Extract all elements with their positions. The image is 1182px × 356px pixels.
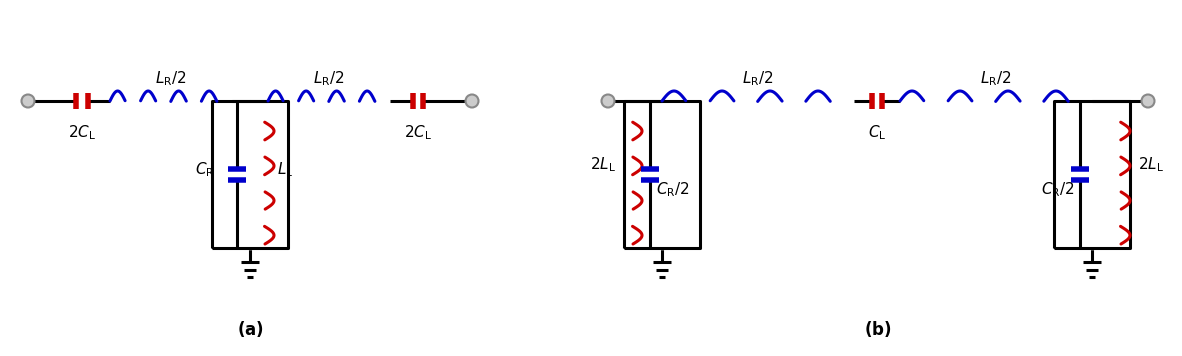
Text: $L_{\rm R}/2$: $L_{\rm R}/2$ — [313, 69, 345, 88]
Text: $2C_{\rm L}$: $2C_{\rm L}$ — [404, 123, 433, 142]
Text: $2L_{\rm L}$: $2L_{\rm L}$ — [1138, 155, 1164, 174]
Circle shape — [21, 94, 34, 108]
Text: $C_{\rm R}/2$: $C_{\rm R}/2$ — [1040, 180, 1074, 199]
Text: $L_{\rm R}/2$: $L_{\rm R}/2$ — [156, 69, 187, 88]
Text: $L_{\rm R}/2$: $L_{\rm R}/2$ — [980, 69, 1012, 88]
Circle shape — [602, 94, 615, 108]
Text: $C_{\rm R}$: $C_{\rm R}$ — [195, 160, 215, 179]
Text: $2L_{\rm L}$: $2L_{\rm L}$ — [590, 155, 616, 174]
Text: $2C_{\rm L}$: $2C_{\rm L}$ — [67, 123, 96, 142]
Text: $C_{\rm R}/2$: $C_{\rm R}/2$ — [656, 180, 689, 199]
Text: $\bf(b)$: $\bf(b)$ — [864, 319, 891, 339]
Text: $\bf(a)$: $\bf(a)$ — [236, 319, 264, 339]
Text: $C_{\rm L}$: $C_{\rm L}$ — [868, 123, 886, 142]
Circle shape — [466, 94, 479, 108]
Text: $L_{\rm L}$: $L_{\rm L}$ — [277, 160, 293, 179]
Text: $L_{\rm R}/2$: $L_{\rm R}/2$ — [742, 69, 773, 88]
Circle shape — [1142, 94, 1155, 108]
